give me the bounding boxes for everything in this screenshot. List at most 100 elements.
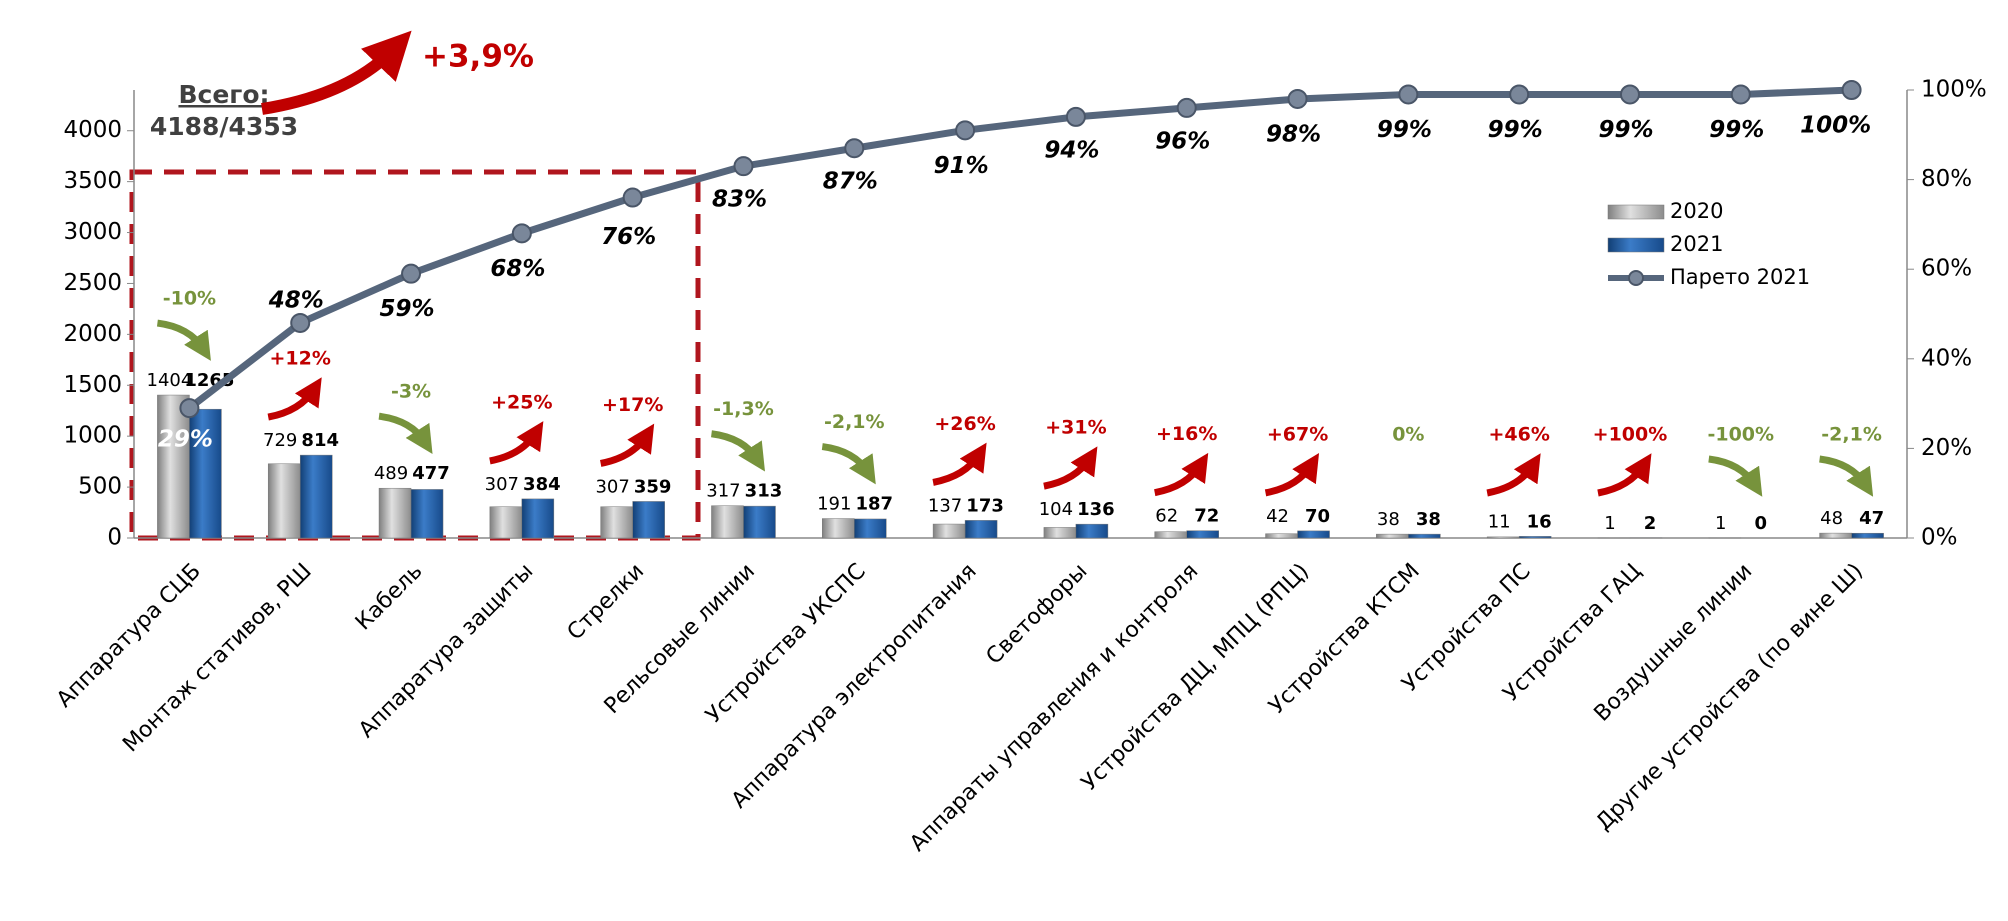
value-label: 38 — [1416, 509, 1441, 530]
total-label: Всего: — [178, 80, 269, 109]
pareto-label: 76% — [601, 224, 656, 250]
x-tick-label: Аппаратура электропитания — [727, 559, 982, 814]
pareto-point — [844, 138, 865, 159]
change-label: +26% — [934, 413, 995, 435]
value-label: 489 — [374, 463, 408, 484]
y-tick-label: 3500 — [63, 168, 122, 194]
x-tick-label: Кабель — [351, 559, 428, 636]
value-label: 173 — [966, 495, 1004, 516]
y2-tick-label: 80% — [1921, 166, 1972, 192]
change-label: -3% — [391, 381, 431, 403]
change-arrow — [156, 319, 211, 361]
value-label: 62 — [1155, 506, 1178, 527]
y-tick-label: 4000 — [63, 117, 122, 143]
pareto-label: 96% — [1155, 128, 1210, 154]
value-label: 42 — [1266, 506, 1289, 527]
bar-1 — [964, 520, 998, 539]
change-arrow — [1708, 455, 1763, 497]
value-label: 477 — [412, 463, 450, 484]
change-arrow — [1264, 453, 1320, 497]
pareto-label: 99% — [1709, 117, 1764, 143]
pareto-label: 48% — [268, 287, 324, 313]
change-label: -2,1% — [1821, 424, 1882, 446]
pareto-label: 100% — [1800, 113, 1871, 139]
pareto-label: 98% — [1266, 121, 1321, 147]
pareto-point — [1398, 84, 1419, 105]
change-label: +100% — [1593, 424, 1668, 446]
bar-1 — [189, 408, 222, 539]
value-label: 317 — [706, 481, 740, 502]
x-tick-label: Монтаж стативов, РШ — [118, 559, 316, 757]
pareto-label: 87% — [823, 169, 878, 195]
y2-tick-label: 0% — [1921, 525, 1958, 551]
value-label: 72 — [1194, 506, 1219, 527]
change-arrow — [489, 421, 544, 465]
bar-1 — [521, 498, 555, 539]
pareto-point — [1509, 84, 1530, 105]
highlight-box — [129, 169, 701, 541]
value-label: 814 — [301, 430, 339, 451]
value-label: 384 — [523, 474, 561, 495]
bar-0 — [489, 506, 523, 539]
bar-1 — [1075, 523, 1109, 539]
bar-1 — [854, 518, 887, 539]
total-arrow — [261, 30, 412, 115]
value-label: 16 — [1527, 511, 1552, 532]
bar-0 — [822, 518, 855, 539]
pareto-point — [622, 187, 643, 208]
pareto-label: 68% — [490, 256, 545, 282]
pareto-point — [1287, 88, 1308, 109]
change-label: 0% — [1392, 424, 1424, 446]
pareto-point — [511, 223, 532, 244]
change-label: -2,1% — [824, 411, 885, 433]
change-label: -10% — [163, 288, 216, 310]
y-tick-label: 3000 — [63, 219, 122, 245]
pareto-label: 99% — [1377, 117, 1432, 143]
pareto-label: 83% — [712, 187, 767, 213]
x-tick-label: Стрелки — [563, 559, 649, 645]
change-arrow — [599, 423, 655, 467]
change-label: -1,3% — [713, 398, 774, 420]
bar-1 — [1186, 530, 1219, 539]
value-label: 1 — [1715, 513, 1726, 534]
x-tick-label: Светофоры — [982, 559, 1093, 670]
legend-label: Парето 2021 — [1670, 265, 1810, 289]
y-tick-label: 1500 — [63, 372, 122, 398]
pareto-point — [1841, 80, 1862, 100]
change-arrow — [821, 443, 876, 485]
bar-0 — [932, 523, 966, 539]
value-label: 2 — [1644, 513, 1657, 534]
change-arrow — [932, 442, 987, 486]
y2-tick-label: 100% — [1921, 77, 1987, 103]
legend-label: 2021 — [1670, 232, 1723, 256]
change-label: +46% — [1488, 424, 1549, 446]
bar-1 — [1408, 533, 1441, 539]
value-label: 38 — [1377, 509, 1400, 530]
change-arrow — [1043, 446, 1098, 490]
bar-0 — [267, 463, 301, 539]
value-label: 307 — [595, 476, 629, 497]
y2-tick-label: 60% — [1921, 256, 1972, 282]
legend-marker — [1628, 270, 1644, 286]
change-arrow — [1819, 455, 1874, 497]
bar-1 — [632, 501, 665, 539]
y-tick-label: 1000 — [63, 423, 122, 449]
bar-1 — [410, 489, 444, 539]
legend-swatch — [1607, 237, 1665, 253]
y-tick-label: 2500 — [63, 270, 122, 296]
x-tick-label: Устройства ДЦ, МПЦ (РПЦ) — [1077, 559, 1314, 796]
change-arrow — [1154, 452, 1209, 497]
value-label: 47 — [1859, 508, 1884, 529]
value-label: 136 — [1077, 499, 1115, 520]
bar-0 — [378, 487, 412, 539]
bar-0 — [157, 394, 190, 539]
bar-1 — [299, 454, 333, 539]
change-label: -100% — [1707, 424, 1774, 446]
y-tick-label: 0 — [107, 525, 122, 551]
bar-0 — [1376, 533, 1409, 539]
bar-1 — [1851, 532, 1884, 539]
value-label: 359 — [634, 476, 672, 497]
bar-0 — [1154, 531, 1187, 539]
change-label: +12% — [270, 348, 331, 370]
bar-1 — [743, 505, 776, 539]
